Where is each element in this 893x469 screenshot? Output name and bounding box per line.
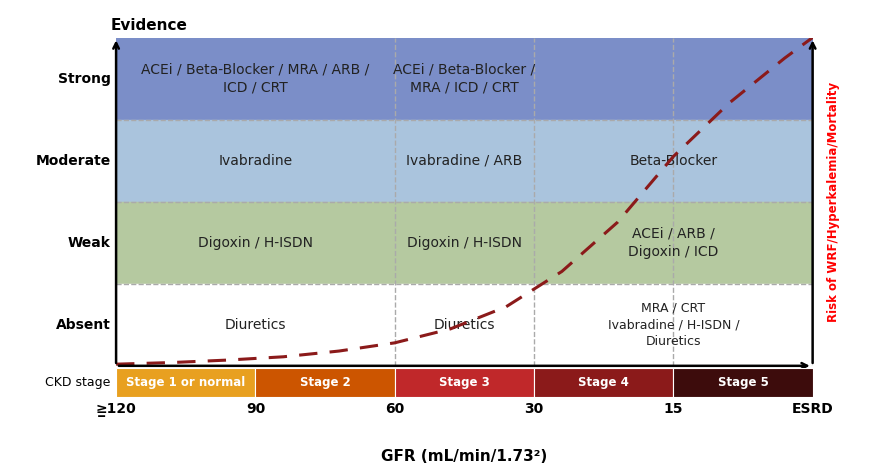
Text: ACEi / Beta-Blocker / MRA / ARB /
ICD / CRT: ACEi / Beta-Blocker / MRA / ARB / ICD / … bbox=[141, 62, 370, 95]
Text: Stage 5: Stage 5 bbox=[718, 376, 768, 389]
Text: Evidence: Evidence bbox=[111, 18, 188, 33]
Text: 30: 30 bbox=[524, 402, 544, 416]
Text: 15: 15 bbox=[663, 402, 683, 416]
Text: MRA / CRT
Ivabradine / H-ISDN /
Diuretics: MRA / CRT Ivabradine / H-ISDN / Diuretic… bbox=[607, 301, 739, 348]
Text: Ivabradine / ARB: Ivabradine / ARB bbox=[406, 154, 522, 167]
Text: ESRD: ESRD bbox=[792, 402, 833, 416]
Text: Diuretics: Diuretics bbox=[225, 318, 286, 332]
Text: Risk of WRF/Hyperkalemia/Mortality: Risk of WRF/Hyperkalemia/Mortality bbox=[827, 82, 839, 322]
Bar bbox=[395, 368, 534, 397]
Text: Stage 4: Stage 4 bbox=[579, 376, 629, 389]
Bar bbox=[255, 368, 395, 397]
Text: Digoxin / H-ISDN: Digoxin / H-ISDN bbox=[407, 236, 522, 250]
Text: ≥120: ≥120 bbox=[96, 402, 137, 416]
Text: ACEi / ARB /
Digoxin / ICD: ACEi / ARB / Digoxin / ICD bbox=[628, 227, 719, 259]
Bar bbox=[534, 368, 673, 397]
Bar bbox=[116, 120, 813, 202]
Text: 90: 90 bbox=[246, 402, 265, 416]
Text: Ivabradine: Ivabradine bbox=[218, 154, 293, 167]
Text: Strong: Strong bbox=[58, 72, 111, 85]
Text: CKD stage: CKD stage bbox=[46, 376, 111, 389]
Text: Absent: Absent bbox=[55, 318, 111, 332]
Text: Beta-Blocker: Beta-Blocker bbox=[630, 154, 717, 167]
Text: Diuretics: Diuretics bbox=[434, 318, 495, 332]
Text: Moderate: Moderate bbox=[35, 154, 111, 167]
Bar bbox=[116, 38, 813, 120]
Text: ACEi / Beta-Blocker /
MRA / ICD / CRT: ACEi / Beta-Blocker / MRA / ICD / CRT bbox=[393, 62, 536, 95]
Bar bbox=[116, 284, 813, 366]
Text: Stage 2: Stage 2 bbox=[300, 376, 350, 389]
Bar bbox=[116, 368, 255, 397]
Bar bbox=[673, 368, 813, 397]
Text: GFR (mL/min/1.73²): GFR (mL/min/1.73²) bbox=[381, 449, 547, 464]
Text: Weak: Weak bbox=[68, 236, 111, 250]
Text: 60: 60 bbox=[385, 402, 405, 416]
Text: Stage 1 or normal: Stage 1 or normal bbox=[126, 376, 246, 389]
Bar bbox=[116, 202, 813, 284]
Text: Digoxin / H-ISDN: Digoxin / H-ISDN bbox=[198, 236, 313, 250]
Text: Stage 3: Stage 3 bbox=[439, 376, 489, 389]
